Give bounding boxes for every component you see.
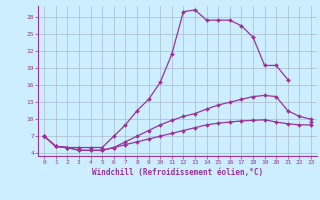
- X-axis label: Windchill (Refroidissement éolien,°C): Windchill (Refroidissement éolien,°C): [92, 168, 263, 177]
